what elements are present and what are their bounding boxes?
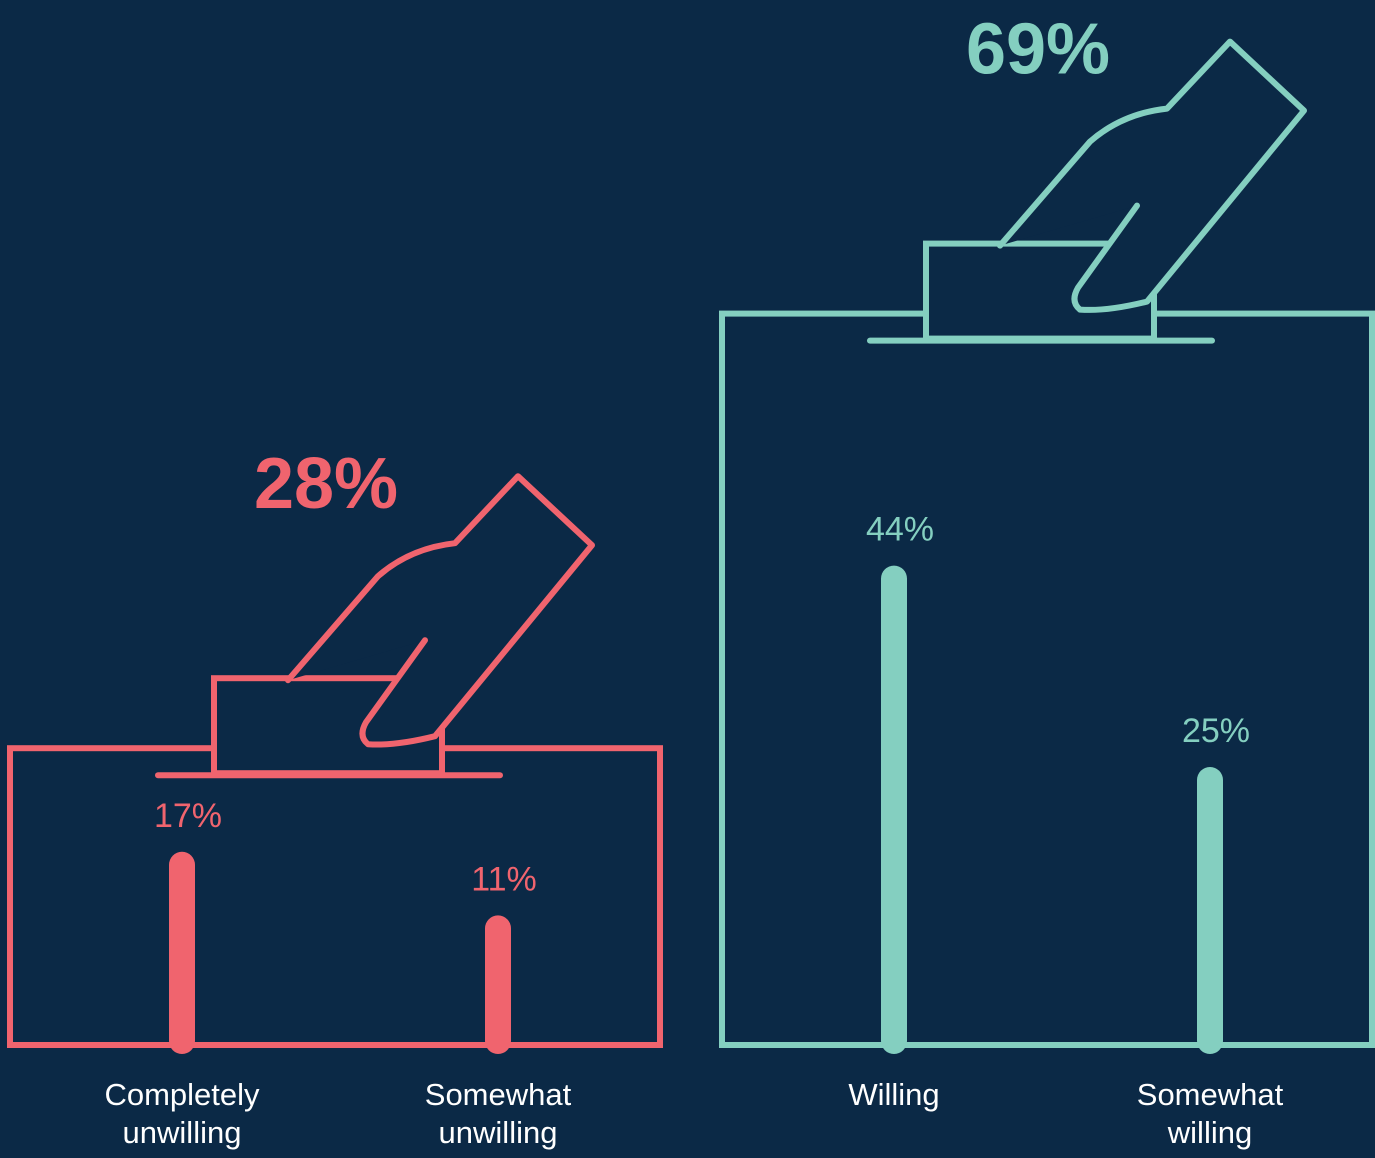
value-label: 17% — [154, 797, 222, 835]
category-label: Willing — [848, 1077, 940, 1112]
group-total: 69% — [966, 10, 1110, 90]
hand — [285, 473, 595, 748]
hand — [997, 38, 1307, 313]
ballot-box — [719, 310, 1375, 1049]
value-label: 25% — [1182, 712, 1250, 750]
category-label: Somewhat unwilling — [424, 1077, 572, 1150]
value-label: 44% — [866, 511, 934, 549]
category-label: Somewhat willing — [1136, 1077, 1284, 1150]
group-total: 28% — [254, 444, 398, 524]
category-label: Completely unwilling — [104, 1077, 260, 1150]
value-label: 11% — [471, 860, 537, 898]
ballot-box — [7, 745, 663, 1048]
